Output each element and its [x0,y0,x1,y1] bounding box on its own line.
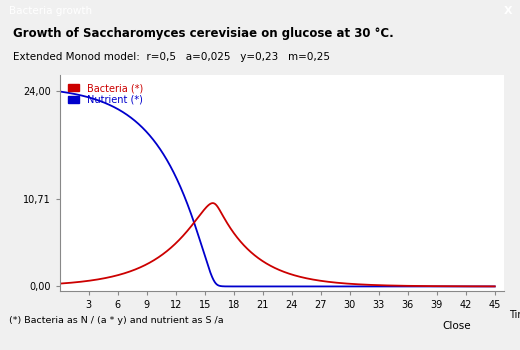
Text: Close: Close [442,321,471,331]
Legend: Bacteria (*), Nutrient (*): Bacteria (*), Nutrient (*) [64,80,146,108]
Text: Extended Monod model:  r=0,5   a=0,025   y=0,23   m=0,25: Extended Monod model: r=0,5 a=0,025 y=0,… [13,52,330,62]
Text: (*) Bacteria as N / (a * y) and nutrient as S /a: (*) Bacteria as N / (a * y) and nutrient… [9,316,224,325]
Text: Time [h]: Time [h] [509,309,520,319]
Text: X: X [503,6,512,16]
Text: Bacteria growth: Bacteria growth [9,6,93,16]
Text: Growth of Saccharomyces cerevisiae on glucose at 30 °C.: Growth of Saccharomyces cerevisiae on gl… [13,27,394,40]
